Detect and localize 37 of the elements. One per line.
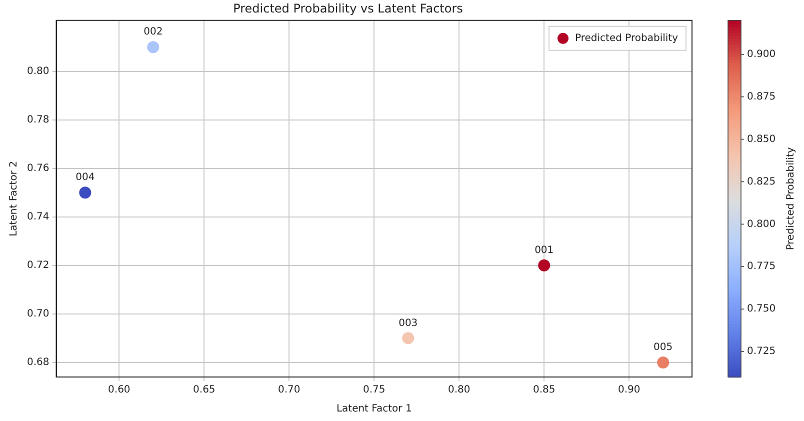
color-bar-label: 0.825 bbox=[747, 176, 776, 188]
y-tick-label: 0.72 bbox=[27, 260, 50, 272]
point bbox=[147, 41, 160, 54]
x-tick-label: 0.85 bbox=[532, 384, 556, 396]
x-tick-label: 0.75 bbox=[363, 384, 386, 396]
color-bar-label: 0.775 bbox=[747, 261, 776, 272]
chart-title: Predicted Probability vs Latent Factors bbox=[233, 1, 463, 16]
x-axis-title: Latent Factor 1 bbox=[336, 404, 412, 415]
y-tick-label: 0.76 bbox=[27, 162, 50, 174]
point bbox=[657, 356, 670, 368]
x-tick-label: 0.90 bbox=[618, 384, 640, 396]
annotation: 002 bbox=[144, 26, 163, 38]
point bbox=[402, 332, 414, 344]
y-tick-label: 0.74 bbox=[27, 211, 50, 222]
annotation: 004 bbox=[76, 172, 95, 184]
color-bar-label: 0.875 bbox=[747, 91, 776, 102]
color-bar-label: 0.800 bbox=[747, 218, 776, 230]
annotation: 005 bbox=[654, 342, 673, 354]
color-bar-label: 0.750 bbox=[747, 304, 776, 315]
color-bar-label: 0.725 bbox=[747, 346, 776, 358]
annotation: 001 bbox=[534, 245, 554, 256]
legend-label: Predicted Probability bbox=[575, 32, 678, 44]
color-bar-title: Predicted Probability bbox=[786, 147, 797, 250]
point bbox=[79, 186, 92, 199]
x-tick-label: 0.70 bbox=[278, 384, 300, 396]
y-tick-label: 0.80 bbox=[27, 66, 50, 77]
point bbox=[538, 259, 550, 272]
y-tick-label: 0.78 bbox=[27, 114, 50, 126]
x-tick-label: 0.60 bbox=[108, 384, 130, 396]
x-tick-label: 0.80 bbox=[448, 384, 470, 396]
y-axis-title: Latent Factor 2 bbox=[8, 161, 20, 236]
y-tick-label: 0.68 bbox=[27, 357, 50, 368]
annotation: 003 bbox=[398, 318, 418, 329]
color-bar-label: 0.900 bbox=[747, 48, 776, 60]
x-tick-label: 0.65 bbox=[193, 384, 216, 396]
color-bar-label: 0.850 bbox=[747, 134, 776, 145]
y-tick-label: 0.70 bbox=[27, 308, 50, 320]
